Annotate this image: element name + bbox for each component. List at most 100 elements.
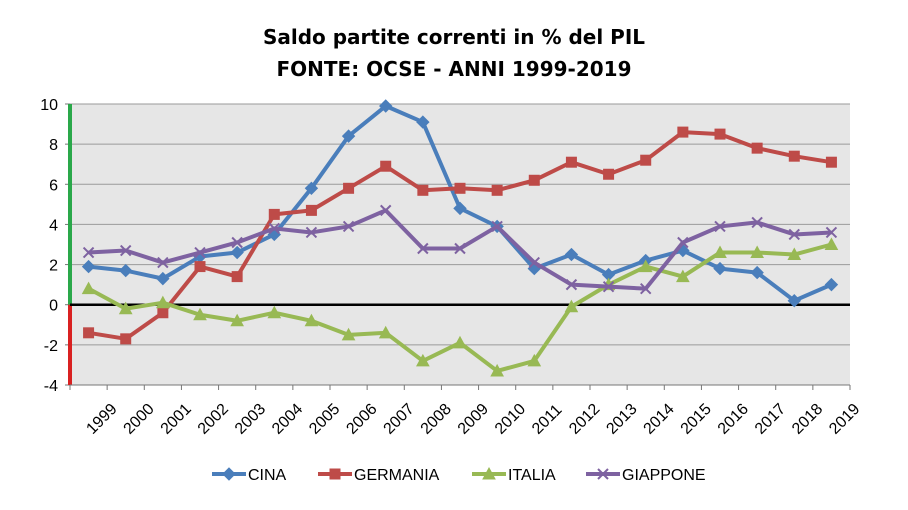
x-tick-label: 2018 [789,401,826,438]
data-point-giappone [602,280,615,293]
data-point-cina [379,99,393,113]
data-point-cina [81,259,96,274]
data-point-giappone [528,256,540,269]
data-point-germania [491,184,503,196]
x-tick-label: 2013 [603,401,640,438]
x-tick-label: 2015 [678,401,715,438]
series-germania [83,126,837,345]
data-point-italia [378,325,393,339]
data-point-italia [453,335,467,349]
legend-item-cina: CINA [212,467,287,484]
data-point-germania [120,333,132,345]
y-tick-label: -4 [44,378,58,395]
legend-label: GIAPPONE [622,467,706,484]
data-point-cina [230,245,244,260]
data-point-cina [750,265,764,280]
data-point-germania [343,182,355,194]
data-point-giappone [788,228,800,241]
legend-marker [222,467,236,481]
data-point-giappone [417,242,429,255]
y-tick-label: 2 [49,258,58,275]
data-point-cina [119,263,133,278]
data-point-italia [267,305,282,319]
y-tick-label: 10 [40,97,58,114]
data-point-giappone [640,282,652,295]
series-italia [81,237,839,377]
x-tick-label: 2012 [566,401,603,438]
data-point-giappone [120,244,132,257]
legend: CINA GERMANIA ITALIA GIAPPONE [212,466,706,484]
data-point-cina [156,271,170,286]
x-tick-label: 2016 [715,401,752,438]
legend-marker [597,468,609,480]
x-tick-label: 2002 [195,401,232,438]
data-point-italia [118,301,133,315]
data-point-italia [564,299,579,313]
data-point-germania [83,327,95,339]
axes [68,104,850,386]
data-point-germania [788,150,800,162]
data-point-italia [750,245,764,259]
data-point-giappone [677,236,689,249]
data-point-giappone [751,216,763,229]
legend-marker [482,466,496,480]
legend-marker [329,468,341,480]
data-point-germania [714,128,726,140]
data-point-germania [417,184,429,196]
data-point-italia [824,237,839,250]
y-tick-label: 8 [49,137,58,154]
data-point-cina [824,277,839,292]
y-tick-label: 4 [49,217,58,234]
x-tick-label: 1999 [83,401,120,438]
x-tick-label: 2004 [269,401,306,438]
data-point-germania [454,182,466,194]
data-point-germania [157,307,169,319]
data-point-italia [490,363,504,377]
x-tick-label: 2011 [529,401,565,437]
y-tick-label: -2 [44,338,58,355]
data-point-cina [787,293,801,308]
x-tick-label: 2008 [418,401,455,438]
data-point-germania [640,154,652,166]
series-group [81,99,839,377]
data-point-italia [341,327,356,341]
data-point-italia [713,245,727,259]
data-point-germania [305,204,317,216]
data-point-germania [268,208,280,220]
data-point-germania [528,174,540,186]
data-point-cina [564,247,579,262]
data-point-italia [304,313,319,327]
data-point-italia [787,247,802,261]
data-point-giappone [565,278,578,291]
legend-item-germania: GERMANIA [318,467,440,484]
data-point-giappone [157,256,169,269]
data-point-germania [231,271,243,283]
data-point-giappone [454,242,466,255]
y-tick-label: 6 [49,177,58,194]
legend-item-italia: ITALIA [472,466,556,484]
legend-label: GERMANIA [354,467,440,484]
data-point-cina [453,201,467,216]
x-tick-label: 2000 [121,401,158,438]
data-point-germania [380,160,392,172]
data-point-italia [638,259,653,273]
x-tick-label: 2006 [343,401,380,438]
x-tick-label: 2005 [306,401,343,438]
x-tick-label: 2009 [455,401,492,438]
data-point-italia [81,281,96,295]
legend-label: CINA [248,467,287,484]
series-giappone [82,204,838,295]
y-axis-ticks: 10 8 6 4 2 0 -2 -4 [40,97,70,395]
x-tick-label: 2001 [158,401,195,438]
data-point-cina [713,261,727,276]
chart-title: Saldo partite correnti in % del PIL [263,25,645,49]
x-axis-ticks: 1999 2000 2001 2002 2003 2004 2005 2006 2007 2008… [69,385,863,438]
data-point-cina [416,115,430,129]
data-point-italia [156,295,170,309]
data-point-germania [603,168,615,180]
data-point-italia [527,353,542,367]
data-point-germania [565,156,577,168]
data-point-italia [230,313,244,327]
data-point-giappone [491,220,503,233]
